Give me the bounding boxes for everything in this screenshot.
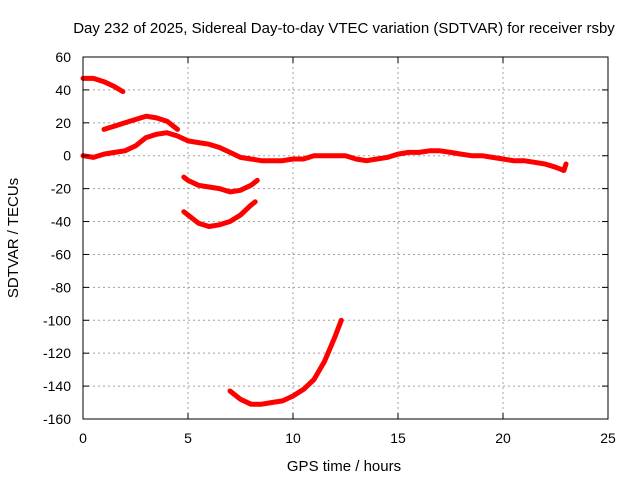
x-tick-label: 25 bbox=[600, 430, 616, 446]
y-tick-label: -140 bbox=[43, 378, 71, 394]
x-axis-label: GPS time / hours bbox=[287, 458, 401, 475]
y-tick-label: 20 bbox=[55, 115, 71, 131]
series-arc-upper bbox=[101, 113, 180, 132]
x-tick-label: 15 bbox=[390, 430, 406, 446]
y-tick-label: -120 bbox=[43, 345, 71, 361]
data-series bbox=[80, 75, 569, 407]
y-tick-label: 60 bbox=[55, 49, 71, 65]
series-arc-minus40 bbox=[181, 199, 258, 229]
grid-lines bbox=[83, 57, 608, 419]
y-tick-label: 40 bbox=[55, 82, 71, 98]
plot-frame bbox=[82, 56, 609, 420]
y-tick-label: -160 bbox=[43, 411, 71, 427]
y-axis-label: SDTVAR / TECUs bbox=[5, 178, 22, 298]
y-tick-label: -60 bbox=[51, 246, 71, 262]
x-tick-label: 10 bbox=[285, 430, 301, 446]
y-tick-label: -80 bbox=[51, 279, 71, 295]
y-tick-label: -100 bbox=[43, 312, 71, 328]
series-arc-bottom bbox=[227, 317, 344, 407]
axis-ticks: 0 5 10 15 20 25 60 40 20 0 -20 -40 -60 -80 -100 -120 -14… bbox=[43, 49, 616, 446]
y-tick-label: -20 bbox=[51, 181, 71, 197]
y-tick-label: 0 bbox=[63, 148, 71, 164]
x-tick-label: 20 bbox=[495, 430, 511, 446]
x-tick-label: 5 bbox=[184, 430, 192, 446]
y-tick-label: -40 bbox=[51, 214, 71, 230]
series-arc-minus20 bbox=[181, 174, 260, 195]
series-arc-main bbox=[80, 130, 569, 173]
chart-title: Day 232 of 2025, Sidereal Day-to-day VTE… bbox=[73, 20, 615, 37]
series-arc-top bbox=[80, 75, 126, 95]
x-tick-label: 0 bbox=[79, 430, 87, 446]
